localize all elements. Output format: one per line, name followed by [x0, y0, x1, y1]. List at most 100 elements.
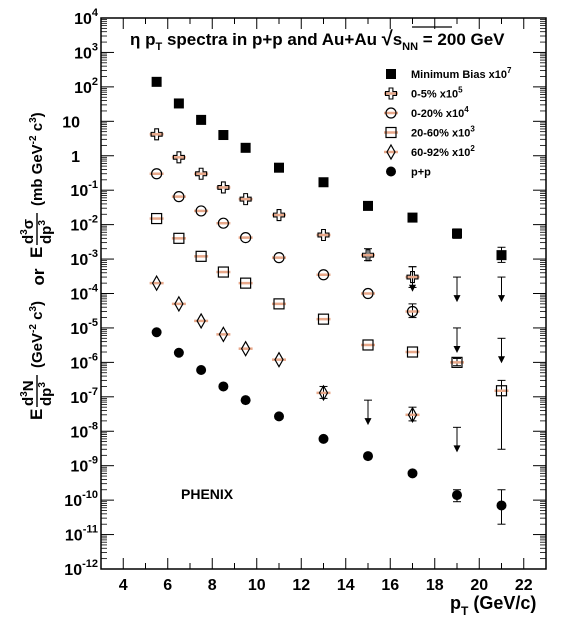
legend-label: 0-20% x104: [411, 105, 469, 120]
x-tick-label: 6: [163, 577, 172, 594]
marker-shape: [174, 295, 184, 313]
x-tick-label: 22: [515, 577, 533, 594]
phenix-label: PHENIX: [181, 486, 234, 502]
y-tick-label: 10-11: [65, 524, 98, 545]
data-point: [196, 114, 207, 125]
marker-shape: [386, 166, 396, 177]
data-point: [494, 385, 509, 397]
y-tick-label: 104: [74, 7, 99, 28]
marker-shape: [195, 250, 207, 262]
svg-text:dp3: dp3: [37, 382, 55, 406]
markers-layer: [149, 76, 509, 511]
legend-marker: [384, 126, 398, 139]
data-point: [272, 252, 286, 264]
marker-shape: [173, 232, 185, 244]
data-point: [218, 130, 229, 141]
marker-shape: [151, 274, 162, 292]
y-tick-label: 103: [74, 41, 98, 62]
marker-shape: [173, 191, 185, 203]
y-tick-label: 10-10: [64, 489, 98, 510]
data-point: [407, 212, 418, 223]
data-point: [216, 326, 231, 343]
marker-shape: [274, 411, 284, 422]
marker-shape: [317, 228, 330, 242]
data-point: [272, 298, 286, 310]
marker-shape: [151, 212, 163, 225]
data-point: [238, 340, 253, 357]
marker-shape: [363, 200, 373, 211]
data-point: [272, 208, 286, 222]
x-axis-label: pT (GeV/c): [450, 593, 536, 618]
marker-shape: [496, 250, 507, 261]
svg-text:(GeV-2 c3): (GeV-2 c3): [28, 301, 46, 368]
data-point: [216, 217, 231, 229]
marker-shape: [272, 208, 286, 222]
marker-shape: [150, 128, 163, 141]
data-point: [171, 232, 186, 244]
marker-shape: [273, 298, 285, 310]
data-point: [171, 191, 186, 203]
legend: Minimum Bias x107 0-5% x105 0-20% x104 20-6…: [384, 66, 512, 179]
data-point: [452, 228, 462, 239]
data-point: [238, 277, 253, 289]
x-tick-label: 14: [337, 577, 355, 594]
data-point: [173, 98, 184, 109]
marker-shape: [151, 168, 163, 180]
x-tick-label: 18: [426, 577, 444, 594]
marker-shape: [273, 252, 285, 264]
marker-shape: [218, 326, 229, 343]
svg-text:dp3: dp3: [37, 220, 55, 244]
legend-label: 0-5% x105: [411, 86, 463, 101]
data-point: [151, 327, 162, 338]
data-point: [196, 365, 207, 376]
data-point: [318, 177, 329, 188]
marker-shape: [218, 381, 229, 392]
marker-shape: [384, 87, 398, 100]
y-tick-label: 10-5: [70, 317, 98, 338]
upper-limit-arrow: [409, 284, 416, 292]
y-tick-label: 10-6: [70, 351, 98, 372]
legend-label: 60-92% x102: [411, 144, 475, 159]
marker-shape: [196, 365, 207, 376]
y-tick-label: 10-4: [70, 283, 98, 304]
data-point: [216, 181, 231, 194]
data-point: [316, 384, 331, 402]
marker-shape: [195, 167, 208, 180]
data-point: [194, 250, 209, 262]
data-point: [496, 500, 507, 511]
marker-shape: [361, 249, 375, 262]
sqrt-sign: √: [382, 28, 394, 50]
y-tick-label: 10-2: [70, 214, 98, 235]
marker-shape: [240, 340, 251, 357]
data-point: [496, 250, 507, 261]
x-tick-label: 10: [248, 577, 266, 594]
x-tick-label: 4: [119, 577, 128, 594]
y-tick-label: 10: [62, 114, 80, 131]
marker-shape: [406, 271, 419, 284]
data-point: [216, 266, 231, 278]
marker-shape: [317, 313, 330, 325]
data-point: [149, 168, 164, 180]
marker-shape: [218, 130, 229, 141]
legend-marker: [386, 69, 396, 79]
data-point: [361, 339, 375, 351]
marker-shape: [407, 212, 418, 223]
data-point: [238, 193, 253, 206]
data-point: [450, 356, 464, 368]
legend-marker: [386, 166, 396, 177]
marker-shape: [318, 384, 329, 402]
data-point: [363, 200, 373, 211]
legend-label: 20-60% x103: [411, 125, 475, 140]
y-tick-label: 10-1: [70, 179, 98, 200]
marker-shape: [451, 356, 463, 368]
data-point: [194, 312, 209, 330]
legend-label: Minimum Bias x107: [411, 66, 512, 81]
marker-shape: [151, 76, 162, 87]
marker-shape: [240, 277, 252, 289]
marker-shape: [173, 347, 184, 358]
x-tick-label: 12: [292, 577, 310, 594]
data-point: [318, 433, 329, 444]
chart-title: η pT spectra in p+p and Au+Au √sNN = 200…: [130, 28, 505, 53]
svg-text:d3N: d3N: [19, 380, 37, 406]
data-point: [240, 395, 251, 406]
